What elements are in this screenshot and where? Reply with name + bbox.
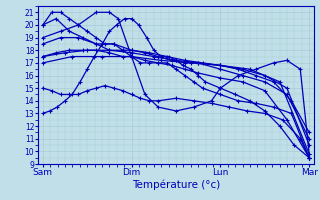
X-axis label: Température (°c): Température (°c) — [132, 180, 220, 190]
